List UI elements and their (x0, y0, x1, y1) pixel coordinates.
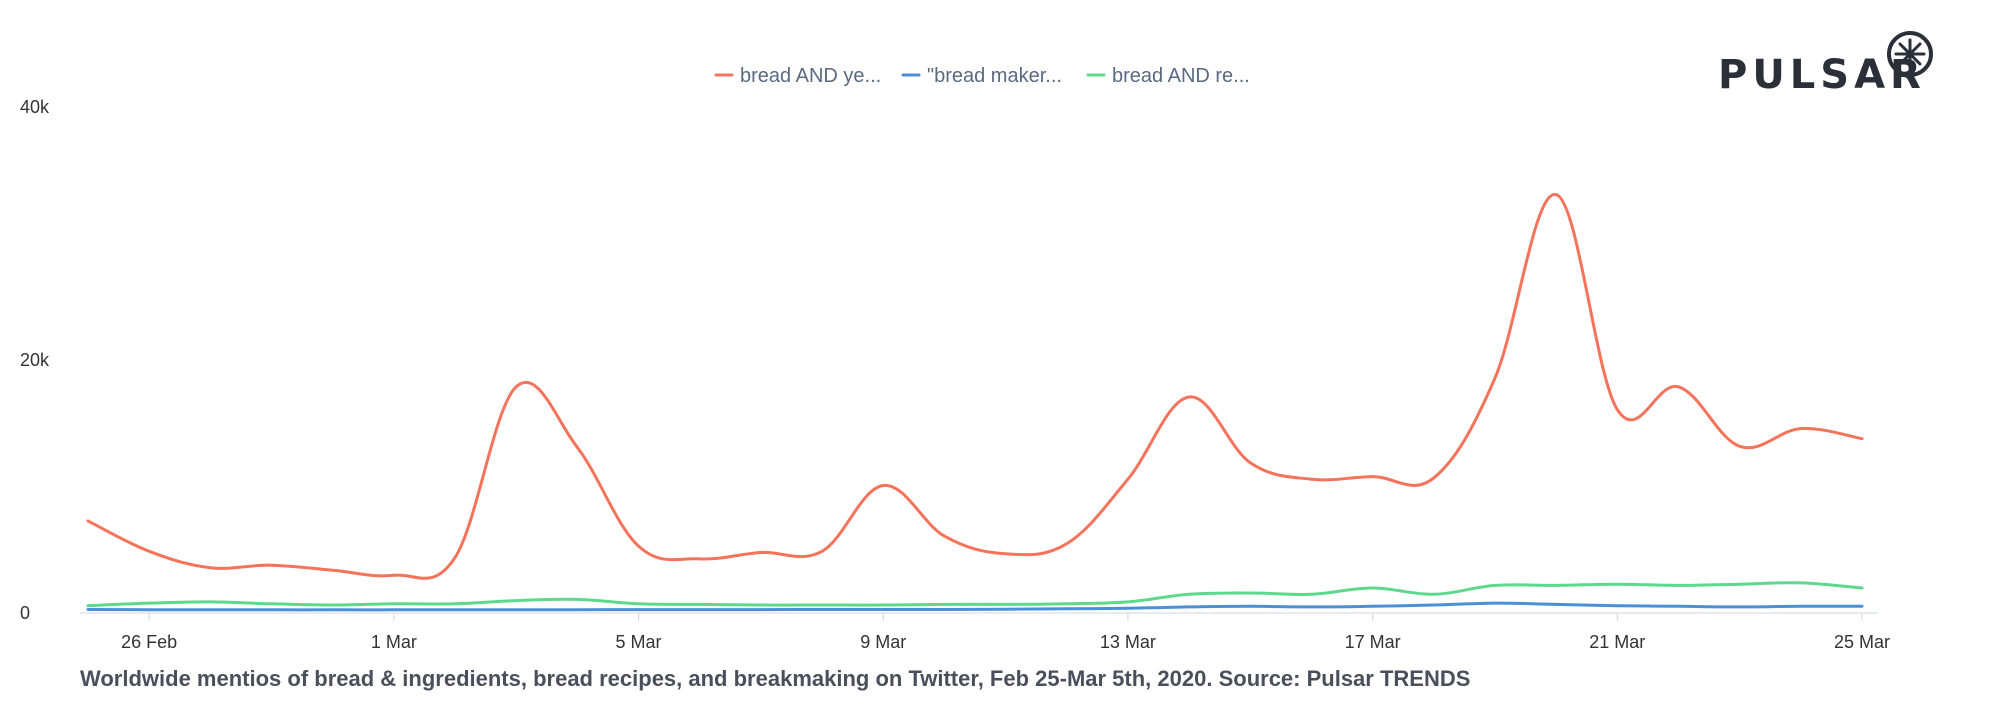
logo-mark-icon (1887, 31, 1933, 77)
legend-item-label[interactable]: bread AND ye... (740, 65, 881, 87)
x-tick-label: 1 Mar (371, 632, 417, 652)
y-tick-label: 20k (20, 350, 50, 370)
y-tick-label: 0 (20, 603, 30, 623)
pulsar-logo: PULSAR (1718, 31, 1933, 98)
logo-text: PULSAR (1718, 52, 1926, 98)
x-tick-label: 21 Mar (1589, 632, 1645, 652)
chart-caption: Worldwide mentios of bread & ingredients… (80, 666, 1471, 691)
x-tick-label: 13 Mar (1100, 632, 1156, 652)
x-tick-label: 17 Mar (1345, 632, 1401, 652)
x-axis-ticks: 26 Feb 1 Mar 5 Mar 9 Mar 13 Mar 17 Mar 21 Mar 2… (121, 613, 1890, 652)
y-axis-ticks: 0 20k 40k (20, 97, 50, 623)
series-line-1 (86, 193, 1864, 580)
x-tick-label: 5 Mar (616, 632, 662, 652)
legend: bread AND ye... "bread maker... bread AND … (714, 65, 1250, 87)
y-tick-label: 40k (20, 97, 50, 117)
x-tick-label: 9 Mar (860, 632, 906, 652)
legend-item-label[interactable]: bread AND re... (1112, 65, 1250, 87)
x-tick-label: 26 Feb (121, 632, 177, 652)
series-line-2 (86, 601, 1864, 612)
legend-item-label[interactable]: "bread maker... (927, 65, 1062, 87)
series-lines (86, 193, 1864, 612)
x-tick-label: 25 Mar (1834, 632, 1890, 652)
series-line-3 (86, 581, 1864, 608)
